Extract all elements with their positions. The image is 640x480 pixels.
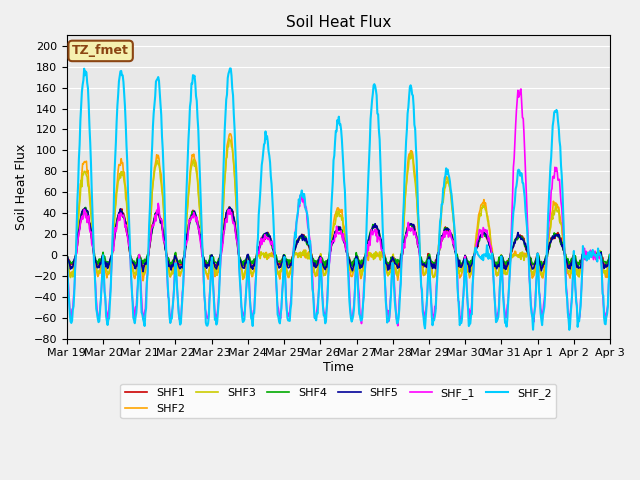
- SHF3: [63, 254, 70, 260]
- Line: SHF_2: SHF_2: [67, 69, 610, 330]
- SHF4: [406, 221, 413, 227]
- SHF_2: [212, 322, 220, 327]
- SHF4: [63, 252, 70, 258]
- SHF1: [406, 222, 413, 228]
- SHF4: [129, 258, 136, 264]
- SHF_2: [606, 252, 614, 258]
- Legend: SHF1, SHF2, SHF3, SHF4, SHF5, SHF_1, SHF_2: SHF1, SHF2, SHF3, SHF4, SHF5, SHF_1, SHF…: [120, 384, 556, 418]
- Y-axis label: Soil Heat Flux: Soil Heat Flux: [15, 144, 28, 230]
- SHF_2: [226, 66, 234, 72]
- SHF_1: [129, 297, 136, 303]
- SHF4: [73, 245, 81, 251]
- Text: TZ_fmet: TZ_fmet: [72, 45, 129, 58]
- Line: SHF4: SHF4: [67, 207, 610, 268]
- SHF5: [73, 243, 81, 249]
- SHF_2: [184, 155, 191, 161]
- Line: SHF5: SHF5: [67, 207, 610, 272]
- SHF_2: [566, 327, 573, 333]
- SHF2: [422, 271, 429, 276]
- SHF_1: [212, 315, 220, 321]
- Line: SHF3: SHF3: [67, 139, 610, 277]
- SHF_1: [517, 86, 525, 92]
- SHF3: [213, 266, 221, 272]
- SHF1: [225, 204, 233, 210]
- SHF3: [406, 152, 413, 158]
- SHF2: [129, 264, 136, 270]
- SHF5: [226, 204, 234, 210]
- SHF_1: [73, 251, 81, 256]
- SHF5: [129, 260, 136, 265]
- SHF5: [606, 252, 614, 258]
- SHF1: [606, 252, 614, 258]
- SHF4: [225, 204, 233, 210]
- SHF5: [421, 264, 429, 269]
- SHF5: [212, 266, 220, 272]
- SHF3: [129, 266, 137, 272]
- SHF3: [74, 230, 81, 236]
- SHF_1: [421, 311, 429, 316]
- SHF1: [63, 251, 70, 257]
- SHF_2: [129, 298, 136, 304]
- SHF2: [406, 152, 413, 157]
- SHF2: [184, 191, 192, 196]
- SHF4: [422, 262, 429, 268]
- SHF_2: [63, 253, 70, 259]
- SHF5: [63, 251, 70, 257]
- SHF1: [422, 262, 429, 268]
- SHF2: [73, 238, 81, 243]
- X-axis label: Time: Time: [323, 361, 354, 374]
- SHF1: [394, 265, 402, 271]
- SHF2: [226, 131, 234, 137]
- SHF2: [213, 273, 221, 278]
- SHF1: [73, 249, 81, 254]
- Line: SHF2: SHF2: [67, 134, 610, 281]
- SHF5: [184, 230, 191, 236]
- SHF1: [129, 259, 136, 265]
- SHF_2: [405, 94, 413, 99]
- SHF3: [606, 252, 614, 258]
- SHF_1: [63, 249, 70, 254]
- SHF3: [225, 136, 233, 142]
- SHF_2: [421, 325, 429, 331]
- Line: SHF1: SHF1: [67, 207, 610, 268]
- SHF5: [466, 269, 474, 275]
- SHF4: [184, 228, 191, 234]
- SHF2: [63, 252, 70, 258]
- SHF1: [212, 263, 220, 268]
- SHF3: [67, 275, 74, 280]
- SHF_1: [405, 228, 413, 233]
- SHF_1: [394, 323, 402, 329]
- SHF3: [184, 192, 192, 198]
- SHF4: [321, 265, 329, 271]
- SHF5: [405, 222, 413, 228]
- SHF_1: [184, 237, 191, 243]
- SHF2: [606, 252, 614, 258]
- SHF2: [140, 278, 147, 284]
- SHF3: [422, 270, 429, 276]
- Line: SHF_1: SHF_1: [67, 89, 610, 326]
- Title: Soil Heat Flux: Soil Heat Flux: [286, 15, 391, 30]
- SHF_2: [73, 225, 81, 230]
- SHF4: [212, 260, 220, 266]
- SHF_1: [606, 252, 614, 258]
- SHF4: [606, 252, 614, 258]
- SHF1: [184, 231, 191, 237]
